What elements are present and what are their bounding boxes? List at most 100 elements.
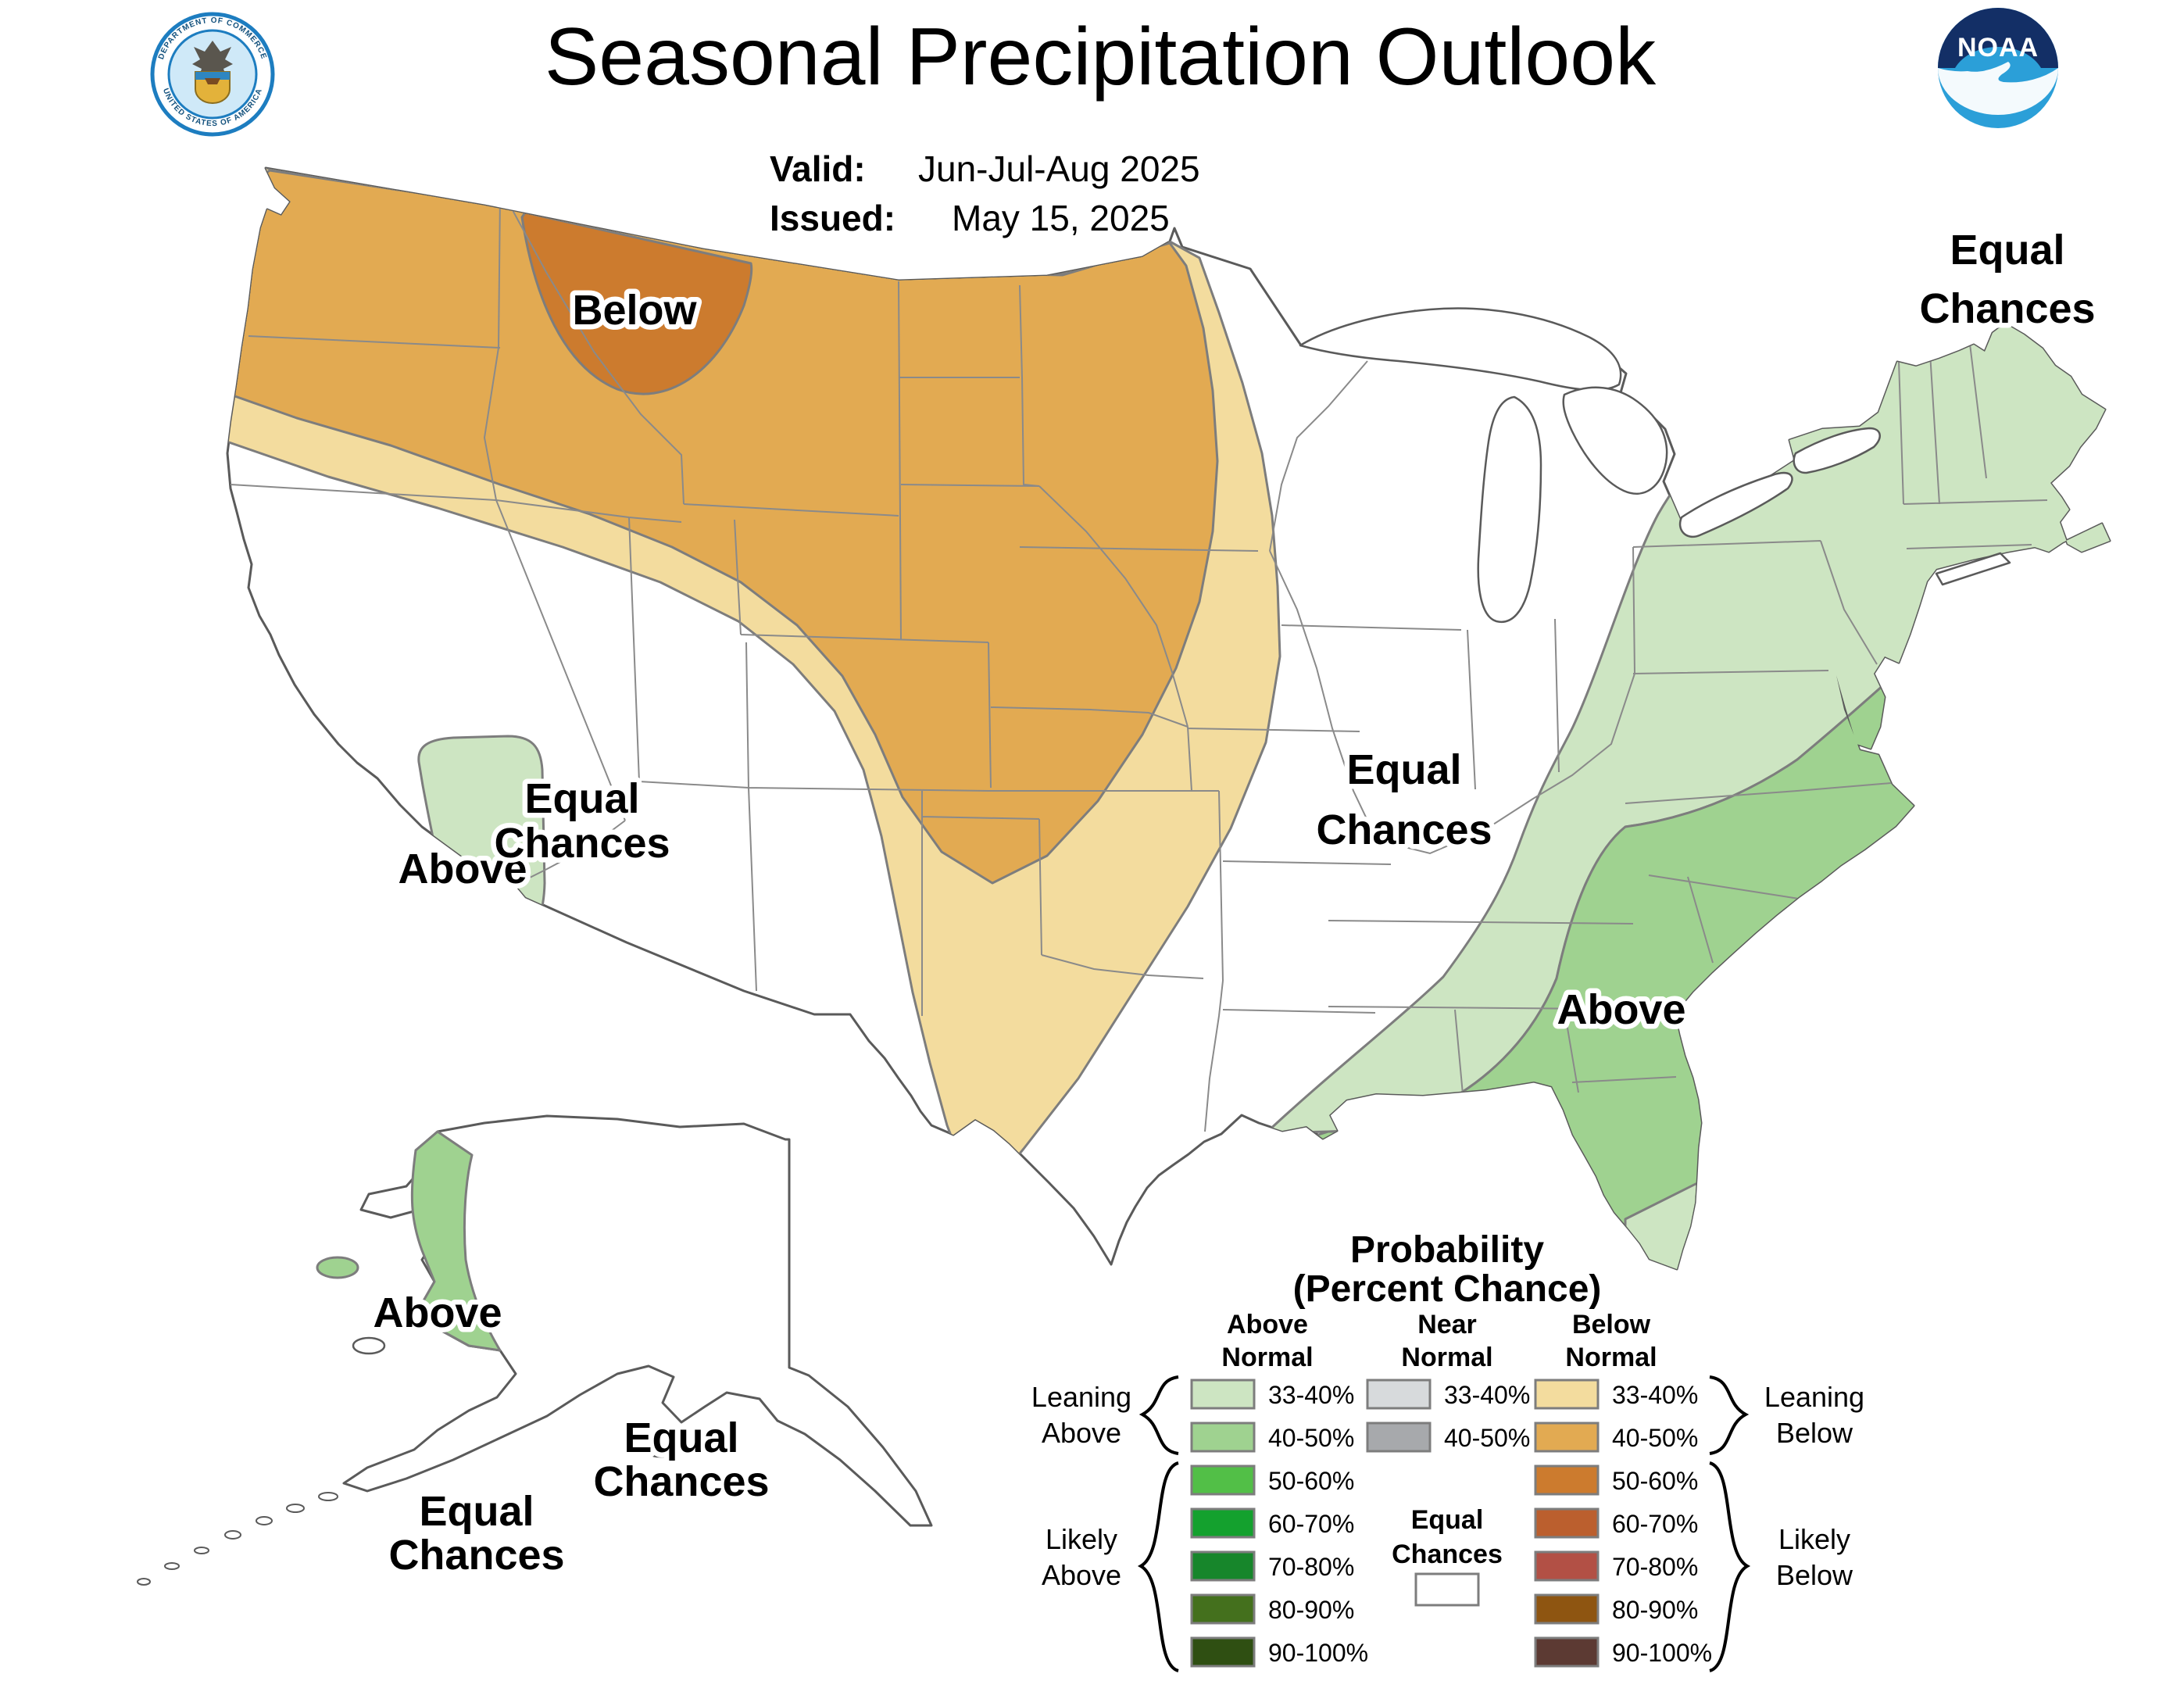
aleutian-islands xyxy=(137,1492,338,1586)
label-above-southeast: Above xyxy=(1557,986,1685,1033)
legend-header-above-2: Normal xyxy=(1221,1343,1313,1372)
swatch-label: 40-50% xyxy=(1268,1424,1354,1452)
swatch-label: 60-70% xyxy=(1268,1510,1354,1538)
lake-huron xyxy=(1562,386,1668,495)
swatch-label: 60-70% xyxy=(1612,1510,1698,1538)
label-above-alaska: Above xyxy=(373,1289,502,1336)
noaa-seagull-icon xyxy=(1938,62,2058,115)
legend-above-column: 33-40% 40-50% 50-60% 60-70% 70-80% 80-90… xyxy=(1190,1379,1368,1668)
label-ec-northeast-1: Equal xyxy=(1950,227,2064,274)
noaa-logo-top xyxy=(1938,8,2058,68)
swatch-label: 40-50% xyxy=(1612,1424,1698,1452)
swatch-below-60-70 xyxy=(1534,1507,1600,1539)
label-ec-midwest-2: Chances xyxy=(1316,806,1492,853)
label-ec-midwest-1: Equal xyxy=(1346,746,1461,793)
legend-side-labels: Leaning Above Likely Above Leaning Below… xyxy=(1031,1381,1864,1591)
swatch-label: 70-80% xyxy=(1268,1553,1354,1581)
noaa-logo: NOAA xyxy=(1938,8,2058,128)
valid-label: Valid: xyxy=(770,148,866,189)
alaska-inset xyxy=(137,1114,933,1586)
legend-title-1: Probability xyxy=(1350,1229,1544,1271)
swatch-above-50-60 xyxy=(1190,1464,1256,1496)
state-borders xyxy=(230,195,2048,1132)
label-ec-southwest-2: Chances xyxy=(494,820,670,867)
swatch-above-33-40 xyxy=(1190,1379,1256,1410)
map-labels: Below Above Equal Chances Equal Chances … xyxy=(368,222,2100,1584)
label-ec-northeast-2: Chances xyxy=(1919,285,2095,332)
swatch-label: 80-90% xyxy=(1612,1596,1698,1624)
legend-header-above-1: Above xyxy=(1227,1310,1308,1339)
swatch-below-33-40 xyxy=(1534,1379,1600,1410)
swatch-above-60-70 xyxy=(1190,1507,1256,1539)
swatch-above-40-50 xyxy=(1190,1422,1256,1453)
label-leaning-above-1: Leaning xyxy=(1031,1381,1131,1413)
swatch-below-80-90 xyxy=(1534,1593,1600,1625)
seal-ship-icon xyxy=(205,78,220,84)
lake-ontario xyxy=(1793,427,1881,474)
lake-michigan xyxy=(1477,395,1542,624)
seal-shield-chief xyxy=(195,72,230,80)
legend-header-near-2: Normal xyxy=(1401,1343,1492,1372)
swatch-above-70-80 xyxy=(1190,1550,1256,1582)
swatch-above-80-90 xyxy=(1190,1593,1256,1625)
label-ec-alaska-se-1: Equal xyxy=(624,1414,738,1461)
lake-superior xyxy=(1299,307,1622,392)
swatch-label: 33-40% xyxy=(1612,1381,1698,1409)
label-ec-alaska-se-2: Chances xyxy=(593,1458,769,1505)
legend-header-near-1: Near xyxy=(1417,1310,1477,1339)
valid-issued-block: Valid: Jun-Jul-Aug 2025 Issued: May 15, … xyxy=(770,148,1200,238)
kodiak-island xyxy=(642,1436,679,1458)
swatch-label: 33-40% xyxy=(1444,1381,1530,1409)
swatch-below-90-100 xyxy=(1534,1636,1600,1668)
legend-near-column: 33-40% 40-50% Equal Chances xyxy=(1366,1379,1530,1607)
swatch-label: 40-50% xyxy=(1444,1424,1530,1452)
label-leaning-below-1: Leaning xyxy=(1764,1381,1864,1413)
legend-header-below-1: Below xyxy=(1572,1310,1651,1339)
swatch-label: 80-90% xyxy=(1268,1596,1354,1624)
swatch-label: 50-60% xyxy=(1268,1467,1354,1495)
brace-likely-below xyxy=(1709,1461,1751,1672)
swatch-equal-chances xyxy=(1414,1572,1480,1607)
swatch-below-70-80 xyxy=(1534,1550,1600,1582)
region-alaska-west-40-50 xyxy=(410,1130,502,1352)
st-lawrence-island xyxy=(316,1256,359,1279)
great-lakes xyxy=(1299,307,1881,624)
label-leaning-below-2: Below xyxy=(1776,1417,1853,1449)
brace-likely-above xyxy=(1137,1461,1179,1672)
valid-value: Jun-Jul-Aug 2025 xyxy=(918,148,1200,189)
label-likely-above-2: Above xyxy=(1042,1559,1121,1591)
issued-label: Issued: xyxy=(770,198,895,238)
lake-erie xyxy=(1679,471,1793,538)
swatch-label: 33-40% xyxy=(1268,1381,1354,1409)
swatch-below-40-50 xyxy=(1534,1422,1600,1453)
swatch-label: 50-60% xyxy=(1612,1467,1698,1495)
label-ec-alaska-west-2: Chances xyxy=(388,1532,564,1579)
long-island xyxy=(1935,552,2011,586)
swatch-above-90-100 xyxy=(1190,1636,1256,1668)
brace-leaning-below xyxy=(1709,1375,1750,1455)
legend-below-column: 33-40% 40-50% 50-60% 60-70% 70-80% 80-90… xyxy=(1534,1379,1712,1668)
label-likely-below-1: Likely xyxy=(1778,1523,1850,1555)
legend-equal-chances-1: Equal xyxy=(1411,1505,1484,1535)
header: Seasonal Precipitation Outlook Valid: Ju… xyxy=(150,8,2058,238)
page-title: Seasonal Precipitation Outlook xyxy=(545,12,1657,102)
legend: Probability (Percent Chance) Above Norma… xyxy=(1031,1229,1864,1672)
issued-value: May 15, 2025 xyxy=(952,198,1170,238)
label-leaning-above-2: Above xyxy=(1042,1417,1121,1449)
swatch-label: 90-100% xyxy=(1268,1639,1368,1667)
swatch-below-50-60 xyxy=(1534,1464,1600,1496)
conus-map xyxy=(226,166,2111,1271)
label-above-southwest: Above xyxy=(398,846,527,892)
seal-eagle-icon xyxy=(192,41,233,78)
swatch-near-40-50 xyxy=(1366,1422,1432,1453)
region-below-50-60 xyxy=(520,211,753,395)
label-ec-alaska-west-1: Equal xyxy=(419,1488,534,1535)
doc-seal-logo: DEPARTMENT OF COMMERCE UNITED STATES OF … xyxy=(150,12,275,137)
label-likely-below-2: Below xyxy=(1776,1559,1853,1591)
alaska-landmass xyxy=(342,1114,933,1527)
nunivak-island xyxy=(352,1336,386,1355)
legend-column-headers: Above Normal Near Normal Below Normal xyxy=(1221,1310,1657,1372)
swatch-label: 70-80% xyxy=(1612,1553,1698,1581)
